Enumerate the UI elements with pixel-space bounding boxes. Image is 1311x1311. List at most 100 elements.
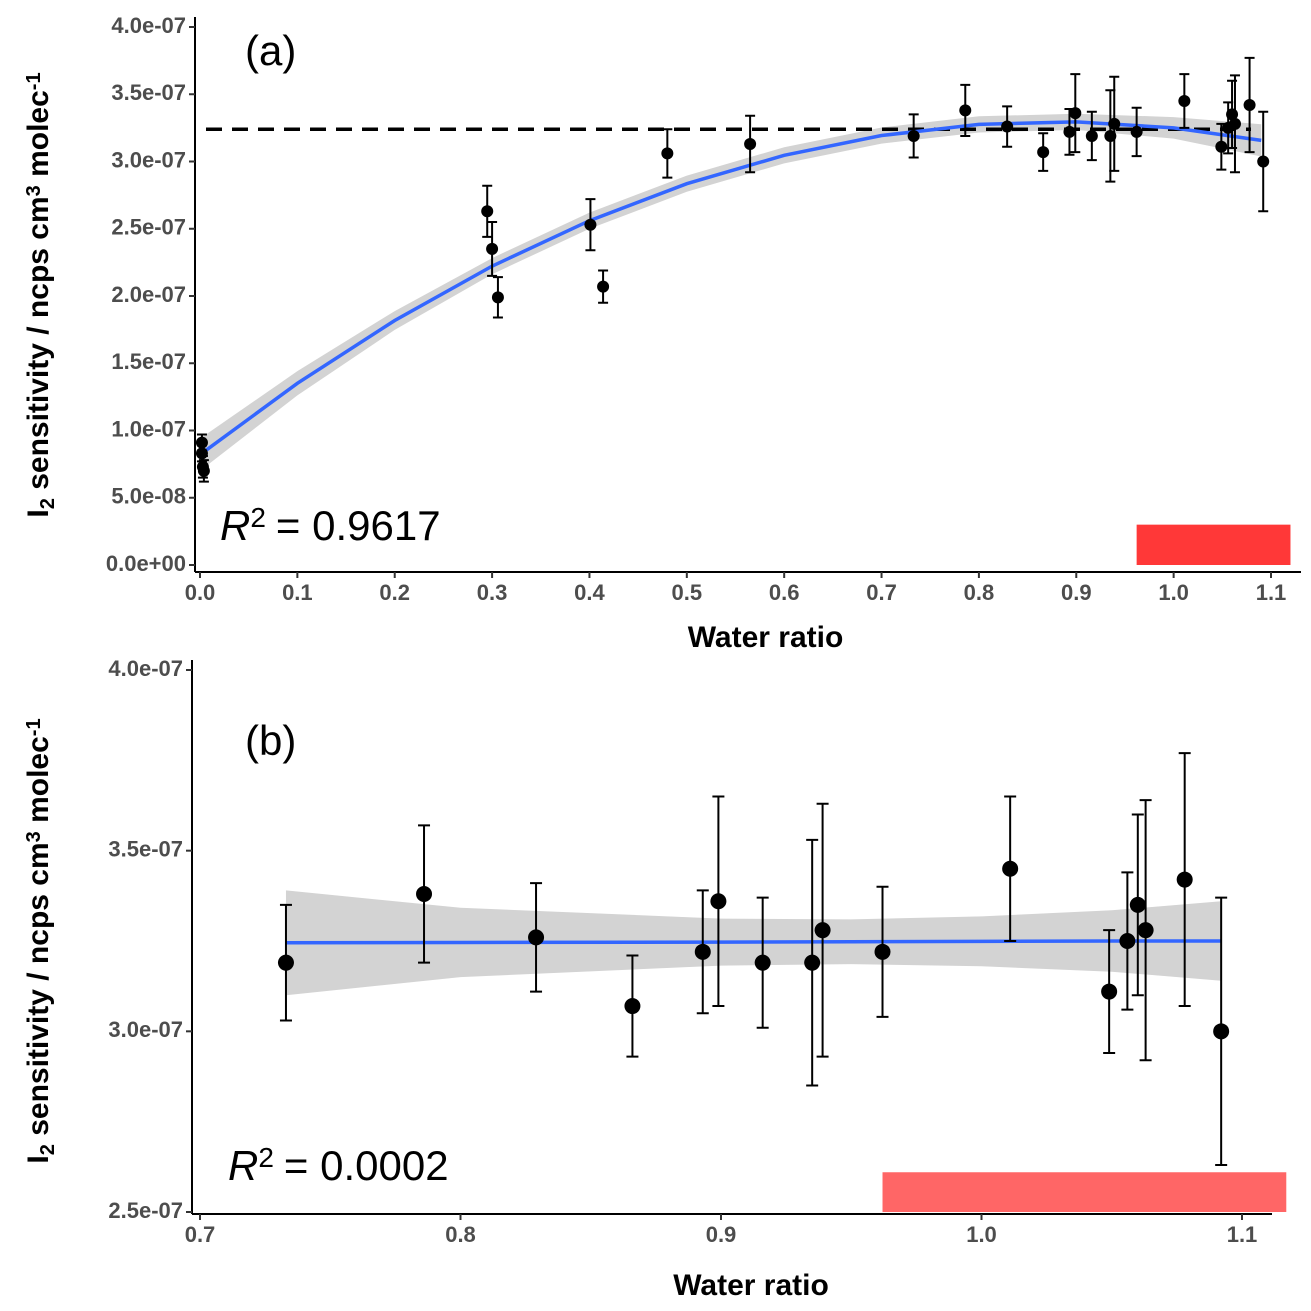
data-point xyxy=(874,943,891,960)
y-axis-title: I2 sensitivity / ncps cm3 molec-1 xyxy=(22,718,59,1163)
r-squared: R2 = 0.0002 xyxy=(228,1142,449,1189)
data-point xyxy=(814,922,831,939)
x-tick-label: 0.8 xyxy=(445,1222,476,1247)
y-tick-label: 0.0e+00 xyxy=(106,551,186,576)
y-axis-title-part: molec xyxy=(22,90,55,185)
highlight-bar xyxy=(882,1172,1287,1212)
data-point xyxy=(584,218,597,231)
x-tick-label: 0.8 xyxy=(964,580,995,605)
y-tick-label: 2.5e-07 xyxy=(111,215,186,240)
y-axis-title-part: 3 xyxy=(23,185,45,196)
y-axis-title-part: 2 xyxy=(37,1144,59,1155)
x-tick-label: 1.0 xyxy=(966,1222,997,1247)
y-axis-title-part: I xyxy=(22,1155,55,1163)
data-point xyxy=(1063,125,1076,138)
x-tick-label: 0.4 xyxy=(574,580,605,605)
x-tick-label: 0.6 xyxy=(769,580,800,605)
x-tick-label: 0.3 xyxy=(477,580,508,605)
y-axis-title: I2 sensitivity / ncps cm3 molec-1 xyxy=(22,72,59,517)
x-tick-label: 0.7 xyxy=(866,580,897,605)
r-value: = 0.0002 xyxy=(284,1142,449,1189)
r-symbol: R xyxy=(220,502,250,549)
y-tick-label: 2.0e-07 xyxy=(111,282,186,307)
panel: 0.0e+00 5.0e-08 1.0e-07 1.5e-07 2.0e-07 2.5e-… xyxy=(22,13,1301,654)
y-tick-label: 3.0e-07 xyxy=(111,147,186,172)
data-point xyxy=(694,943,711,960)
data-point xyxy=(481,205,494,218)
r-power: 2 xyxy=(258,1142,274,1173)
data-point xyxy=(1001,120,1014,133)
y-axis-title-part: -1 xyxy=(23,72,45,90)
y-axis-title-part: -1 xyxy=(23,718,45,736)
data-point xyxy=(597,280,610,293)
data-point xyxy=(1108,117,1121,130)
y-axis-title-part: 3 xyxy=(23,831,45,842)
y-axis-title-part: I xyxy=(22,509,55,517)
data-point xyxy=(959,104,972,117)
x-axis-title: Water ratio xyxy=(688,621,844,654)
r-value: = 0.9617 xyxy=(276,502,441,549)
data-point xyxy=(1085,129,1098,142)
y-tick-label: 3.5e-07 xyxy=(111,80,186,105)
data-point xyxy=(416,886,433,903)
y-axis-title-part: molec xyxy=(22,736,55,831)
y-axis-title-part: sensitivity / ncps cm xyxy=(22,842,55,1144)
data-point xyxy=(1178,94,1191,107)
data-point xyxy=(624,998,641,1015)
data-point xyxy=(1129,896,1146,913)
x-tick-label: 1.1 xyxy=(1227,1222,1258,1247)
data-point xyxy=(491,291,504,304)
panel: 2.5e-07 3.0e-07 3.5e-07 4.0e-07 0.7 0.8 0.9 1.0… xyxy=(22,656,1287,1302)
data-point xyxy=(197,464,210,477)
y-tick-label: 3.0e-07 xyxy=(108,1017,183,1042)
data-point xyxy=(1213,1023,1230,1040)
x-tick-label: 1.1 xyxy=(1256,580,1287,605)
data-point xyxy=(1176,871,1193,888)
data-point xyxy=(907,129,920,142)
x-axis-title: Water ratio xyxy=(673,1269,829,1302)
x-tick-label: 1.0 xyxy=(1158,580,1189,605)
data-point xyxy=(1069,107,1082,120)
fit-line xyxy=(285,939,1222,945)
confidence-band xyxy=(200,113,1262,471)
data-point xyxy=(1243,99,1256,112)
x-tick-label: 0.9 xyxy=(1061,580,1092,605)
data-point xyxy=(1101,983,1118,1000)
data-point xyxy=(804,954,821,971)
data-point xyxy=(1257,155,1270,168)
panel-label: (b) xyxy=(245,717,296,764)
data-point xyxy=(277,954,294,971)
x-tick-label: 0.1 xyxy=(282,580,313,605)
y-tick-label: 2.5e-07 xyxy=(108,1198,183,1223)
y-tick-label: 5.0e-08 xyxy=(111,484,186,509)
y-tick-label: 1.0e-07 xyxy=(111,416,186,441)
highlight-bar xyxy=(1136,524,1291,565)
data-point xyxy=(1119,933,1136,949)
data-point xyxy=(661,147,674,160)
panel-label: (a) xyxy=(245,27,296,74)
y-tick-label: 4.0e-07 xyxy=(108,656,183,681)
y-tick-label: 1.5e-07 xyxy=(111,349,186,374)
data-point xyxy=(1215,140,1228,153)
x-tick-label: 0.0 xyxy=(185,580,216,605)
r-squared: R2 = 0.9617 xyxy=(220,502,441,549)
data-point xyxy=(754,954,771,971)
x-tick-label: 0.5 xyxy=(672,580,703,605)
y-tick-label: 3.5e-07 xyxy=(108,836,183,861)
data-point xyxy=(528,929,545,946)
y-axis-title-part: 2 xyxy=(37,498,59,509)
x-tick-label: 0.7 xyxy=(185,1222,216,1247)
data-point xyxy=(1002,860,1019,877)
data-point xyxy=(1130,125,1143,138)
data-point xyxy=(1228,117,1241,130)
data-point xyxy=(744,138,757,151)
x-tick-label: 0.2 xyxy=(379,580,410,605)
data-point xyxy=(486,242,499,255)
data-point xyxy=(1037,146,1050,159)
r-power: 2 xyxy=(250,502,266,533)
y-tick-label: 4.0e-07 xyxy=(111,13,186,38)
data-point xyxy=(1137,922,1154,939)
fit-line xyxy=(198,120,1262,457)
data-point xyxy=(710,893,727,910)
